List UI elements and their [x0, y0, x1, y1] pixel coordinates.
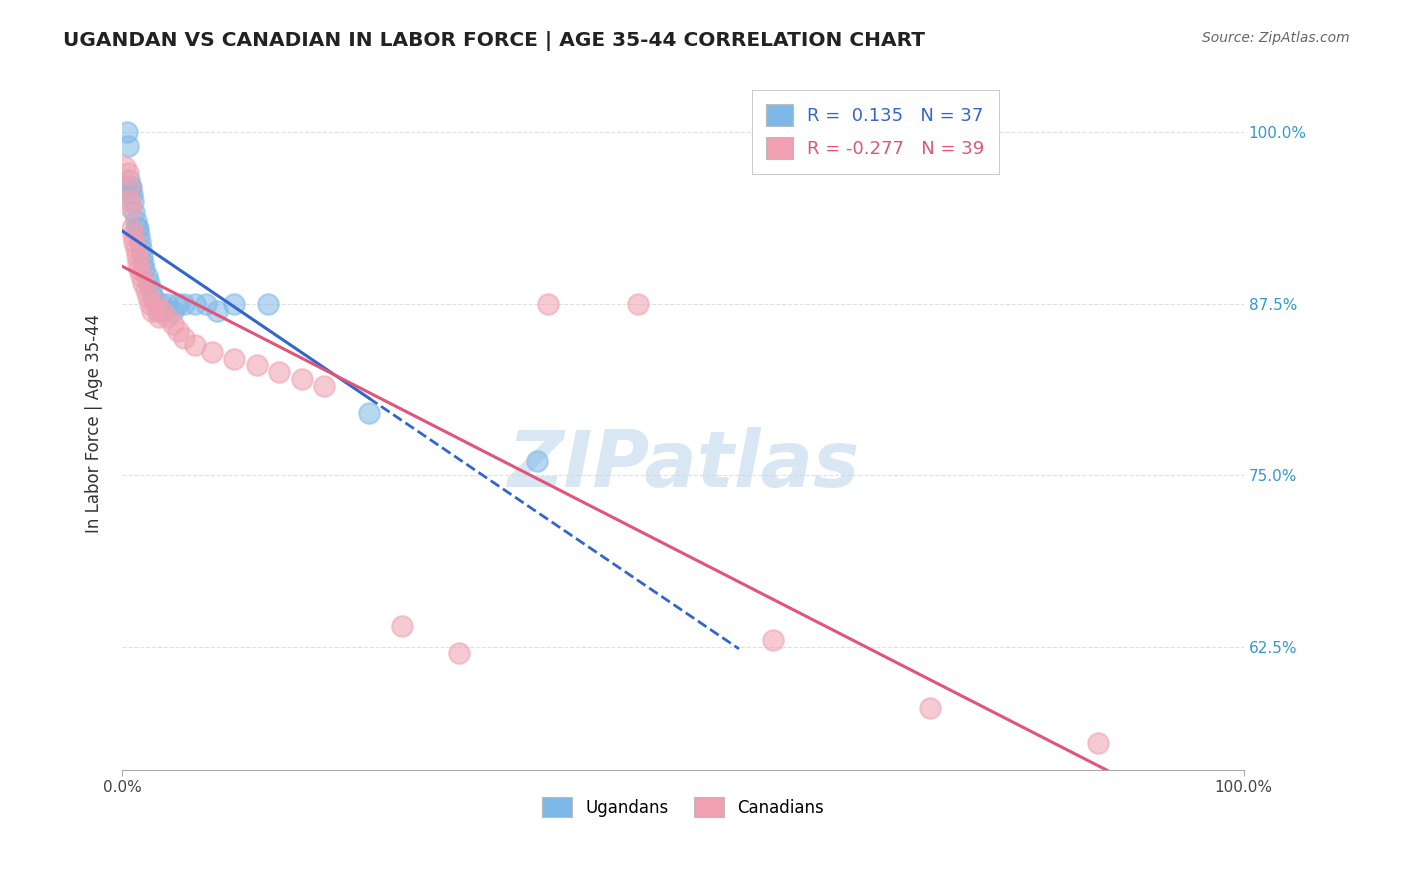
Point	[173, 296, 195, 310]
Point	[129, 242, 152, 256]
Point	[224, 351, 246, 366]
Point	[141, 303, 163, 318]
Point	[118, 173, 141, 187]
Point	[117, 139, 139, 153]
Point	[125, 249, 148, 263]
Text: UGANDAN VS CANADIAN IN LABOR FORCE | AGE 35-44 CORRELATION CHART: UGANDAN VS CANADIAN IN LABOR FORCE | AGE…	[63, 31, 925, 51]
Point	[162, 303, 184, 318]
Point	[918, 701, 941, 715]
Point	[118, 194, 141, 208]
Point	[121, 221, 143, 235]
Point	[114, 160, 136, 174]
Point	[124, 214, 146, 228]
Text: ZIPatlas: ZIPatlas	[506, 427, 859, 503]
Point	[122, 194, 145, 208]
Point	[526, 454, 548, 468]
Point	[312, 379, 335, 393]
Point	[136, 290, 159, 304]
Point	[134, 262, 156, 277]
Point	[125, 221, 148, 235]
Point	[537, 296, 560, 310]
Point	[145, 296, 167, 310]
Point	[115, 125, 138, 139]
Point	[156, 310, 179, 325]
Point	[138, 276, 160, 290]
Point	[207, 303, 229, 318]
Point	[173, 331, 195, 345]
Point	[122, 228, 145, 243]
Point	[132, 255, 155, 269]
Point	[142, 290, 165, 304]
Point	[357, 406, 380, 420]
Point	[127, 255, 149, 269]
Point	[156, 296, 179, 310]
Text: Source: ZipAtlas.com: Source: ZipAtlas.com	[1202, 31, 1350, 45]
Point	[167, 324, 190, 338]
Point	[150, 296, 173, 310]
Point	[120, 201, 142, 215]
Point	[124, 204, 146, 219]
Point	[1087, 735, 1109, 749]
Point	[195, 296, 218, 310]
Point	[128, 228, 150, 243]
Point	[224, 296, 246, 310]
Point	[447, 647, 470, 661]
Point	[132, 276, 155, 290]
Point	[141, 283, 163, 297]
Point	[129, 235, 152, 249]
Point	[118, 180, 141, 194]
Point	[131, 249, 153, 263]
Point	[148, 310, 170, 325]
Point	[124, 235, 146, 249]
Point	[391, 619, 413, 633]
Point	[118, 180, 141, 194]
Point	[152, 303, 174, 318]
Point	[139, 296, 162, 310]
Point	[120, 180, 142, 194]
Point	[135, 269, 157, 284]
Point	[269, 365, 291, 379]
Point	[135, 283, 157, 297]
Point	[129, 269, 152, 284]
Point	[184, 338, 207, 352]
Point	[117, 166, 139, 180]
Point	[184, 296, 207, 310]
Point	[627, 296, 650, 310]
Point	[121, 186, 143, 201]
Point	[762, 632, 785, 647]
Point	[162, 318, 184, 332]
Point	[167, 296, 190, 310]
Legend: Ugandans, Canadians: Ugandans, Canadians	[536, 790, 831, 824]
Point	[153, 303, 176, 318]
Point	[145, 296, 167, 310]
Point	[127, 221, 149, 235]
Point	[201, 344, 224, 359]
Y-axis label: In Labor Force | Age 35-44: In Labor Force | Age 35-44	[86, 314, 103, 533]
Point	[128, 262, 150, 277]
Point	[146, 303, 169, 318]
Point	[114, 180, 136, 194]
Point	[124, 242, 146, 256]
Point	[246, 359, 269, 373]
Point	[290, 372, 312, 386]
Point	[257, 296, 280, 310]
